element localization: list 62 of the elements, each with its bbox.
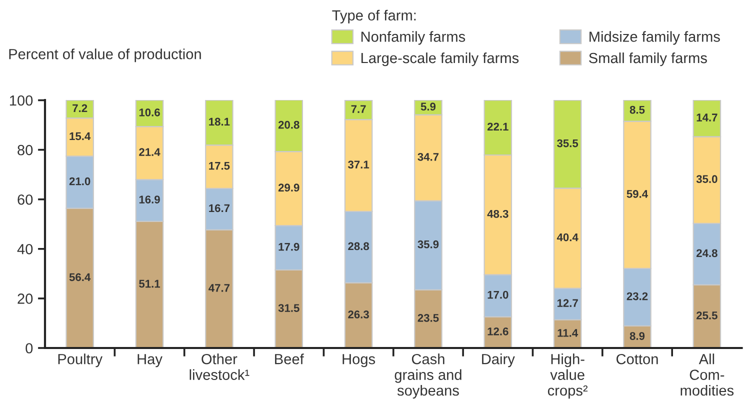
y-tick-label: 80 [18,144,33,156]
y-tick-label: 40 [17,244,33,254]
data-label: 17.9 [278,242,300,251]
data-label: 28.8 [348,242,370,250]
x-tick-label: Hay [138,354,162,368]
legend-label: Midsize family farms [590,31,720,45]
x-tick-label: Dairy [482,354,515,368]
x-tick-label: Hogs [342,354,376,368]
data-label: 48.3 [487,210,508,218]
data-label: 40.4 [556,233,578,242]
data-label: 8.5 [630,106,645,114]
data-label: 59.4 [626,190,648,198]
x-tick-label: Beef [275,354,304,364]
data-label: 31.5 [278,304,300,312]
data-label: 25.5 [696,312,718,320]
data-label: 21.0 [69,177,90,186]
data-label: 16.7 [209,204,230,212]
x-tick-label: Poultry [58,354,103,368]
data-label: 21.4 [139,148,160,156]
data-label: 10.6 [139,108,160,116]
x-tick-label: Cotton [616,354,658,364]
x-tick-label: Other livestock¹ [190,354,250,380]
y-tick-label: 0 [26,343,33,354]
data-label: 12.7 [557,299,578,307]
data-label: 35.0 [696,175,718,184]
data-label: 7.2 [72,104,88,112]
data-label: 51.1 [139,280,160,288]
data-label: 22.1 [487,122,508,130]
legend-title: Type of farm: [332,10,416,24]
data-label: 8.9 [630,332,645,340]
data-label: 12.6 [488,328,508,336]
data-label: 56.4 [69,273,91,282]
y-tick-label: 20 [18,294,33,304]
data-label: 47.7 [208,284,230,292]
data-label: 18.1 [209,118,230,126]
data-label: 35.9 [418,240,439,248]
data-label: 11.4 [558,329,578,337]
data-label: 34.7 [418,152,439,161]
y-tick-label: 60 [18,194,33,205]
data-label: 20.8 [278,120,300,129]
data-label: 14.7 [696,114,718,122]
data-label: 23.2 [626,292,648,300]
data-label: 17.0 [488,290,508,299]
legend-label: Nonfamily farms [361,31,466,45]
x-tick-label: High- value crops² [548,354,588,399]
data-label: 37.1 [348,160,370,169]
data-label: 16.9 [139,196,160,204]
data-label: 5.9 [420,102,436,111]
data-label: 15.4 [70,132,91,140]
data-label: 29.9 [278,184,300,192]
data-label: 7.7 [351,105,366,113]
legend-label: Large-scale family farms [361,52,519,66]
data-label: 24.8 [696,249,718,258]
y-tick-label: 100 [10,95,33,106]
x-tick-label: Cash grains and soybeans [394,354,462,399]
data-label: 17.5 [209,162,230,170]
x-tick-label: All Com- modities [680,354,734,396]
legend-label: Small family farms [589,52,707,66]
data-label: 26.3 [348,310,369,318]
data-label: 35.5 [557,139,578,148]
data-label: 23.5 [418,314,439,322]
y-axis-title: Percent of value of production [9,48,201,62]
